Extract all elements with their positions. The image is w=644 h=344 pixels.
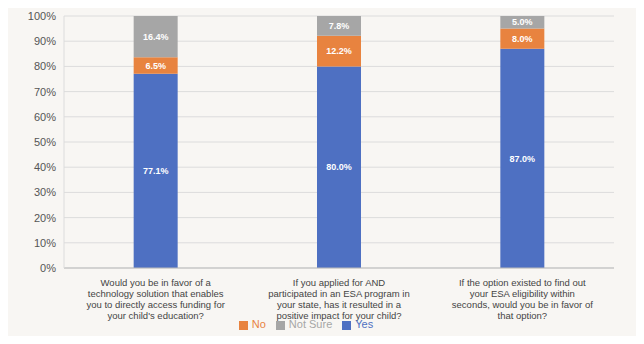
html-text:Not Sure: Not Sure <box>288 318 333 330</box>
svg-text:0%: 0% <box>40 262 56 274</box>
svg-text:5.0%: 5.0% <box>512 17 533 27</box>
svg-text:16.4%: 16.4% <box>143 32 169 42</box>
svg-text:If the option existed to find: If the option existed to find outyour ES… <box>452 277 593 321</box>
svg-text:30%: 30% <box>34 186 56 198</box>
svg-text:77.1%: 77.1% <box>143 166 169 176</box>
svg-text:80.0%: 80.0% <box>326 162 352 172</box>
svg-text:60%: 60% <box>34 111 56 123</box>
html-text:No: No <box>251 318 266 330</box>
svg-text:7.8%: 7.8% <box>329 21 350 31</box>
svg-text:80%: 80% <box>34 60 56 72</box>
svg-text:10%: 10% <box>34 237 56 249</box>
svg-text:70%: 70% <box>34 86 56 98</box>
svg-text:Would you be in favor of atech: Would you be in favor of atechnology sol… <box>86 277 224 321</box>
svg-text:8.0%: 8.0% <box>512 34 533 44</box>
svg-text:12.2%: 12.2% <box>326 46 352 56</box>
svg-text:100%: 100% <box>28 10 56 22</box>
svg-text:90%: 90% <box>34 35 56 47</box>
svg-text:If you applied for ANDparticip: If you applied for ANDparticipated in an… <box>268 277 410 321</box>
svg-text:20%: 20% <box>34 212 56 224</box>
svg-text:6.5%: 6.5% <box>145 61 166 71</box>
svg-text:87.0%: 87.0% <box>510 154 536 164</box>
html-text:Yes: Yes <box>355 318 374 330</box>
svg-text:50%: 50% <box>34 136 56 148</box>
svg-text:40%: 40% <box>34 161 56 173</box>
